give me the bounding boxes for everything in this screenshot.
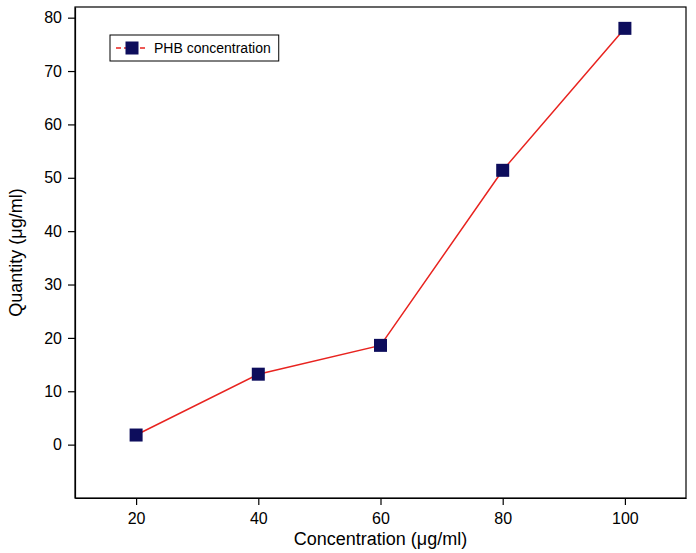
- y-tick-mark: [68, 284, 75, 285]
- x-tick-mark: [503, 498, 504, 505]
- y-tick-label: 40: [44, 223, 62, 240]
- data-point: [496, 164, 509, 177]
- y-tick-mark: [68, 124, 75, 125]
- plot-frame: [75, 7, 686, 498]
- y-tick-label: 20: [44, 330, 62, 347]
- y-axis-line: [75, 8, 76, 499]
- y-tick-label: 80: [44, 9, 62, 26]
- x-tick: 40: [250, 498, 268, 527]
- y-tick: 0: [53, 436, 75, 453]
- x-tick-mark: [136, 498, 137, 505]
- x-axis: 20 40 60 80 100: [76, 498, 687, 527]
- y-tick-mark: [68, 445, 75, 446]
- y-tick-label: 0: [53, 436, 62, 453]
- y-axis: 0 10 20 30 40 50 60 70 80: [44, 8, 75, 499]
- y-tick: 30: [44, 276, 75, 293]
- y-tick: 80: [44, 9, 75, 26]
- y-tick-label: 30: [44, 276, 62, 293]
- plot-area: 20 40 60 80 100 0 10 20 30 40 50 60 70 80: [44, 7, 686, 527]
- y-tick-label: 10: [44, 383, 62, 400]
- y-tick-mark: [68, 338, 75, 339]
- legend-marker: [126, 42, 139, 55]
- y-tick: 10: [44, 383, 75, 400]
- y-tick: 20: [44, 330, 75, 347]
- y-tick: 60: [44, 116, 75, 133]
- data-point: [618, 22, 631, 35]
- x-tick-mark: [380, 498, 381, 505]
- y-tick-label: 50: [44, 169, 62, 186]
- x-tick-mark: [625, 498, 626, 505]
- series-line: [136, 28, 625, 435]
- y-tick-label: 70: [44, 63, 62, 80]
- y-tick-mark: [68, 178, 75, 179]
- data-point: [252, 368, 265, 381]
- data-layer: [130, 22, 632, 442]
- x-tick-label: 40: [250, 510, 268, 527]
- y-tick-mark: [68, 231, 75, 232]
- x-tick: 60: [372, 498, 390, 527]
- y-tick: 40: [44, 223, 75, 240]
- legend-label: PHB concentration: [154, 40, 271, 56]
- x-tick-label: 80: [494, 510, 512, 527]
- x-tick: 80: [494, 498, 512, 527]
- x-tick: 100: [612, 498, 639, 527]
- data-point: [374, 339, 387, 352]
- chart: 20 40 60 80 100 0 10 20 30 40 50 60 70 80 Concentratio…: [0, 0, 696, 553]
- legend-box: [110, 35, 279, 61]
- x-tick-label: 100: [612, 510, 639, 527]
- x-axis-title: Concentration (μg/ml): [294, 529, 467, 549]
- y-tick-mark: [68, 71, 75, 72]
- x-tick-label: 60: [372, 510, 390, 527]
- y-tick-label: 60: [44, 116, 62, 133]
- y-tick: 70: [44, 63, 75, 80]
- y-tick: 50: [44, 169, 75, 186]
- y-tick-mark: [68, 18, 75, 19]
- data-point: [130, 429, 143, 442]
- x-tick-mark: [258, 498, 259, 505]
- y-tick-mark: [68, 391, 75, 392]
- x-tick-label: 20: [128, 510, 146, 527]
- x-tick: 20: [128, 498, 146, 527]
- y-axis-title: Quantity (μg/ml): [6, 188, 26, 316]
- legend: PHB concentration: [110, 35, 279, 61]
